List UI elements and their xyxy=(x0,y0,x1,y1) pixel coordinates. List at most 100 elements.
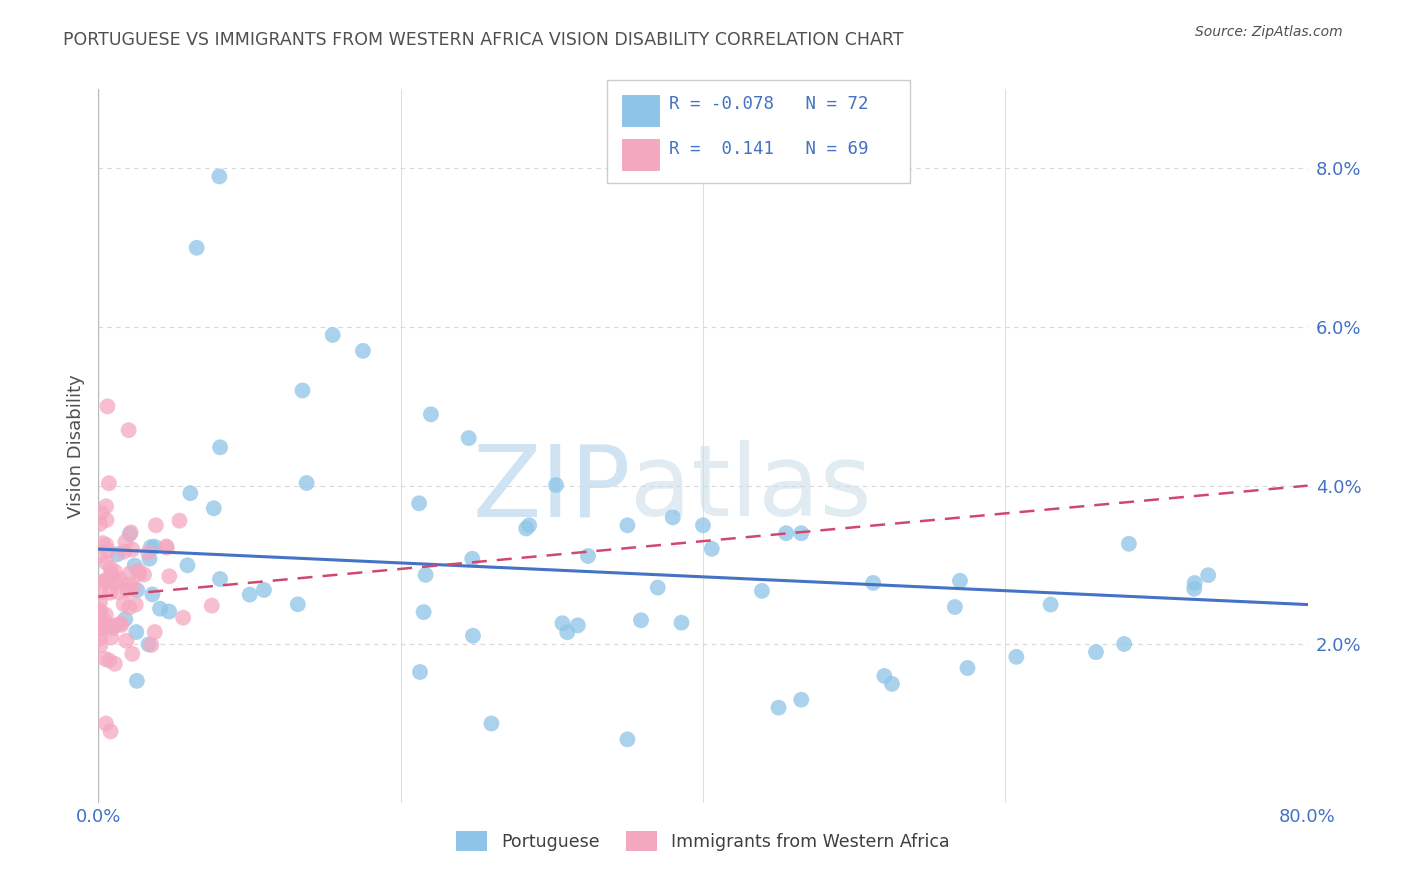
Point xyxy=(120,525,142,540)
Point xyxy=(169,514,191,528)
Point xyxy=(107,547,129,561)
Point xyxy=(461,551,484,566)
Point xyxy=(956,661,979,675)
Point xyxy=(202,501,225,516)
Point xyxy=(112,597,135,611)
Point xyxy=(208,572,231,586)
Point xyxy=(768,700,790,714)
Point xyxy=(101,621,124,635)
Point xyxy=(145,518,167,533)
Point xyxy=(517,518,540,533)
Point xyxy=(616,732,638,747)
Text: PORTUGUESE VS IMMIGRANTS FROM WESTERN AFRICA VISION DISABILITY CORRELATION CHART: PORTUGUESE VS IMMIGRANTS FROM WESTERN AF… xyxy=(63,31,904,49)
Point xyxy=(94,607,117,622)
Point xyxy=(647,581,669,595)
Point xyxy=(121,647,143,661)
Point xyxy=(141,638,163,652)
Point xyxy=(149,601,172,615)
Point xyxy=(253,582,276,597)
Point xyxy=(104,565,127,579)
Point xyxy=(118,423,141,437)
Point xyxy=(481,716,503,731)
Point xyxy=(1197,568,1219,582)
Point xyxy=(138,637,160,651)
Point xyxy=(100,724,122,739)
Point xyxy=(630,613,652,627)
Point xyxy=(94,538,117,552)
Point xyxy=(544,478,567,492)
Point xyxy=(100,631,122,645)
Point xyxy=(322,328,344,343)
Point xyxy=(692,518,714,533)
Point xyxy=(98,653,121,667)
Point xyxy=(94,556,117,570)
Point xyxy=(97,476,120,491)
Point xyxy=(291,384,314,398)
Point xyxy=(1039,598,1062,612)
Point xyxy=(94,652,117,666)
Point xyxy=(89,622,111,636)
Point xyxy=(1085,645,1108,659)
Point xyxy=(89,595,111,609)
Point xyxy=(790,526,813,541)
Point xyxy=(555,625,578,640)
Point xyxy=(93,614,115,628)
Point xyxy=(117,583,139,598)
Point xyxy=(132,567,155,582)
Point xyxy=(790,692,813,706)
Point xyxy=(122,580,145,594)
Point xyxy=(127,583,149,598)
Point xyxy=(89,622,111,636)
Point xyxy=(295,476,318,491)
Point xyxy=(420,407,443,421)
Point xyxy=(157,569,180,583)
Point xyxy=(110,616,132,631)
Point xyxy=(179,486,201,500)
Point xyxy=(115,633,138,648)
Point xyxy=(412,605,434,619)
Point xyxy=(1184,576,1206,591)
Point xyxy=(461,629,484,643)
Text: R = -0.078   N = 72: R = -0.078 N = 72 xyxy=(669,95,869,113)
Point xyxy=(141,587,163,601)
Point xyxy=(125,598,148,612)
Point xyxy=(156,541,179,555)
Point xyxy=(515,521,537,535)
Point xyxy=(128,566,150,581)
Point xyxy=(1182,582,1205,596)
Point xyxy=(949,574,972,588)
Point xyxy=(1118,537,1140,551)
Point xyxy=(128,564,150,578)
Point xyxy=(873,669,896,683)
Point xyxy=(239,588,262,602)
Point xyxy=(176,558,198,573)
Point xyxy=(89,549,111,563)
Point xyxy=(112,544,135,558)
Point xyxy=(209,440,232,454)
Point xyxy=(118,577,141,591)
Point xyxy=(125,673,148,688)
Point xyxy=(143,625,166,640)
Point xyxy=(208,169,231,184)
Point xyxy=(90,585,112,599)
Point xyxy=(98,585,121,599)
Point xyxy=(104,657,127,671)
Point xyxy=(124,558,146,573)
Point xyxy=(775,526,797,541)
Point xyxy=(91,536,114,550)
Point xyxy=(409,665,432,679)
Point xyxy=(125,625,148,640)
Point xyxy=(136,546,159,560)
Point xyxy=(98,619,121,633)
Text: ZIP: ZIP xyxy=(472,441,630,537)
Point xyxy=(751,583,773,598)
Point xyxy=(97,544,120,558)
Point xyxy=(96,573,118,587)
Point xyxy=(172,610,194,624)
Point xyxy=(96,400,118,414)
Point xyxy=(186,241,208,255)
Point xyxy=(100,566,122,581)
Point xyxy=(118,527,141,541)
Legend: Portuguese, Immigrants from Western Africa: Portuguese, Immigrants from Western Afri… xyxy=(450,824,956,858)
Point xyxy=(118,566,141,581)
